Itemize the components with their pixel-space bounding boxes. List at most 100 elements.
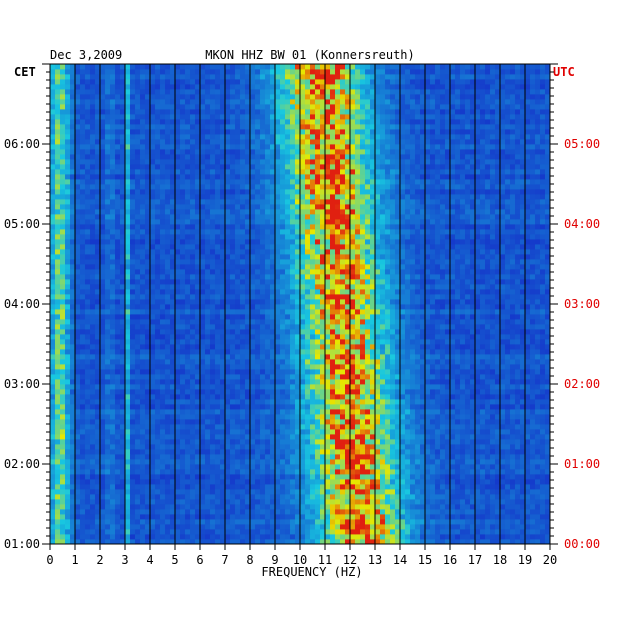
heatmap-cell [295,389,301,395]
heatmap-cell [170,339,176,345]
heatmap-cell [170,354,176,360]
heatmap-cell [430,484,436,490]
heatmap-cell [80,429,86,435]
heatmap-cell [340,439,346,445]
heatmap-cell [350,504,356,510]
heatmap-cell [395,449,401,455]
heatmap-cell [130,539,136,545]
heatmap-cell [285,394,291,400]
heatmap-cell [425,534,431,540]
heatmap-cell [85,439,91,445]
heatmap-cell [190,399,196,405]
heatmap-cell [135,409,141,415]
heatmap-cell [430,424,436,430]
heatmap-cell [480,494,486,500]
heatmap-cell [155,404,161,410]
heatmap-cell [375,369,381,375]
heatmap-cell [145,399,151,405]
heatmap-cell [530,419,536,425]
heatmap-cell [90,489,96,495]
heatmap-cell [260,319,266,325]
heatmap-cell [400,489,406,495]
heatmap-cell [330,389,336,395]
heatmap-cell [420,419,426,425]
heatmap-cell [420,474,426,480]
heatmap-cell [230,434,236,440]
heatmap-cell [470,314,476,320]
heatmap-cell [305,324,311,330]
heatmap-cell [160,359,166,365]
heatmap-cell [90,484,96,490]
heatmap-cell [475,414,481,420]
heatmap-cell [205,424,211,430]
heatmap-cell [330,519,336,525]
heatmap-cell [235,479,241,485]
heatmap-cell [105,479,111,485]
heatmap-cell [120,334,126,340]
heatmap-cell [75,414,81,420]
heatmap-cell [305,484,311,490]
heatmap-cell [200,394,206,400]
heatmap-cell [420,369,426,375]
heatmap-cell [535,409,541,415]
heatmap-cell [110,444,116,450]
heatmap-cell [235,434,241,440]
heatmap-cell [275,519,281,525]
heatmap-cell [400,479,406,485]
heatmap-cell [245,454,251,460]
heatmap-cell [55,534,61,540]
heatmap-cell [130,299,136,305]
heatmap-cell [400,494,406,500]
heatmap-cell [420,294,426,300]
heatmap-cell [425,489,431,495]
heatmap-cell [330,404,336,410]
heatmap-cell [500,319,506,325]
heatmap-cell [355,399,361,405]
heatmap-cell [335,369,341,375]
heatmap-cell [190,424,196,430]
heatmap-cell [235,429,241,435]
heatmap-cell [495,354,501,360]
heatmap-cell [165,344,171,350]
heatmap-cell [55,539,61,545]
heatmap-cell [465,509,471,515]
heatmap-cell [225,329,231,335]
heatmap-cell [540,519,546,525]
heatmap-cell [100,309,106,315]
heatmap-cell [375,524,381,530]
heatmap-cell [350,534,356,540]
heatmap-cell [350,419,356,425]
heatmap-cell [295,384,301,390]
heatmap-cell [80,519,86,525]
heatmap-cell [400,509,406,515]
heatmap-cell [370,344,376,350]
heatmap-cell [520,314,526,320]
heatmap-cell [335,464,341,470]
heatmap-cell [205,519,211,525]
heatmap-cell [145,514,151,520]
heatmap-cell [305,309,311,315]
heatmap-cell [425,379,431,385]
heatmap-cell [55,524,61,530]
heatmap-cell [120,474,126,480]
heatmap-cell [525,394,531,400]
heatmap-cell [135,534,141,540]
heatmap-cell [240,369,246,375]
heatmap-cell [305,534,311,540]
heatmap-cell [80,319,86,325]
heatmap-cell [95,429,101,435]
heatmap-cell [170,514,176,520]
heatmap-cell [320,389,326,395]
heatmap-cell [525,324,531,330]
heatmap-cell [95,359,101,365]
heatmap-cell [385,469,391,475]
heatmap-cell [135,324,141,330]
heatmap-cell [370,369,376,375]
heatmap-cell [50,434,56,440]
heatmap-cell [390,494,396,500]
heatmap-cell [410,399,416,405]
heatmap-cell [95,344,101,350]
heatmap-cell [355,449,361,455]
heatmap-cell [405,429,411,435]
heatmap-cell [515,439,521,445]
